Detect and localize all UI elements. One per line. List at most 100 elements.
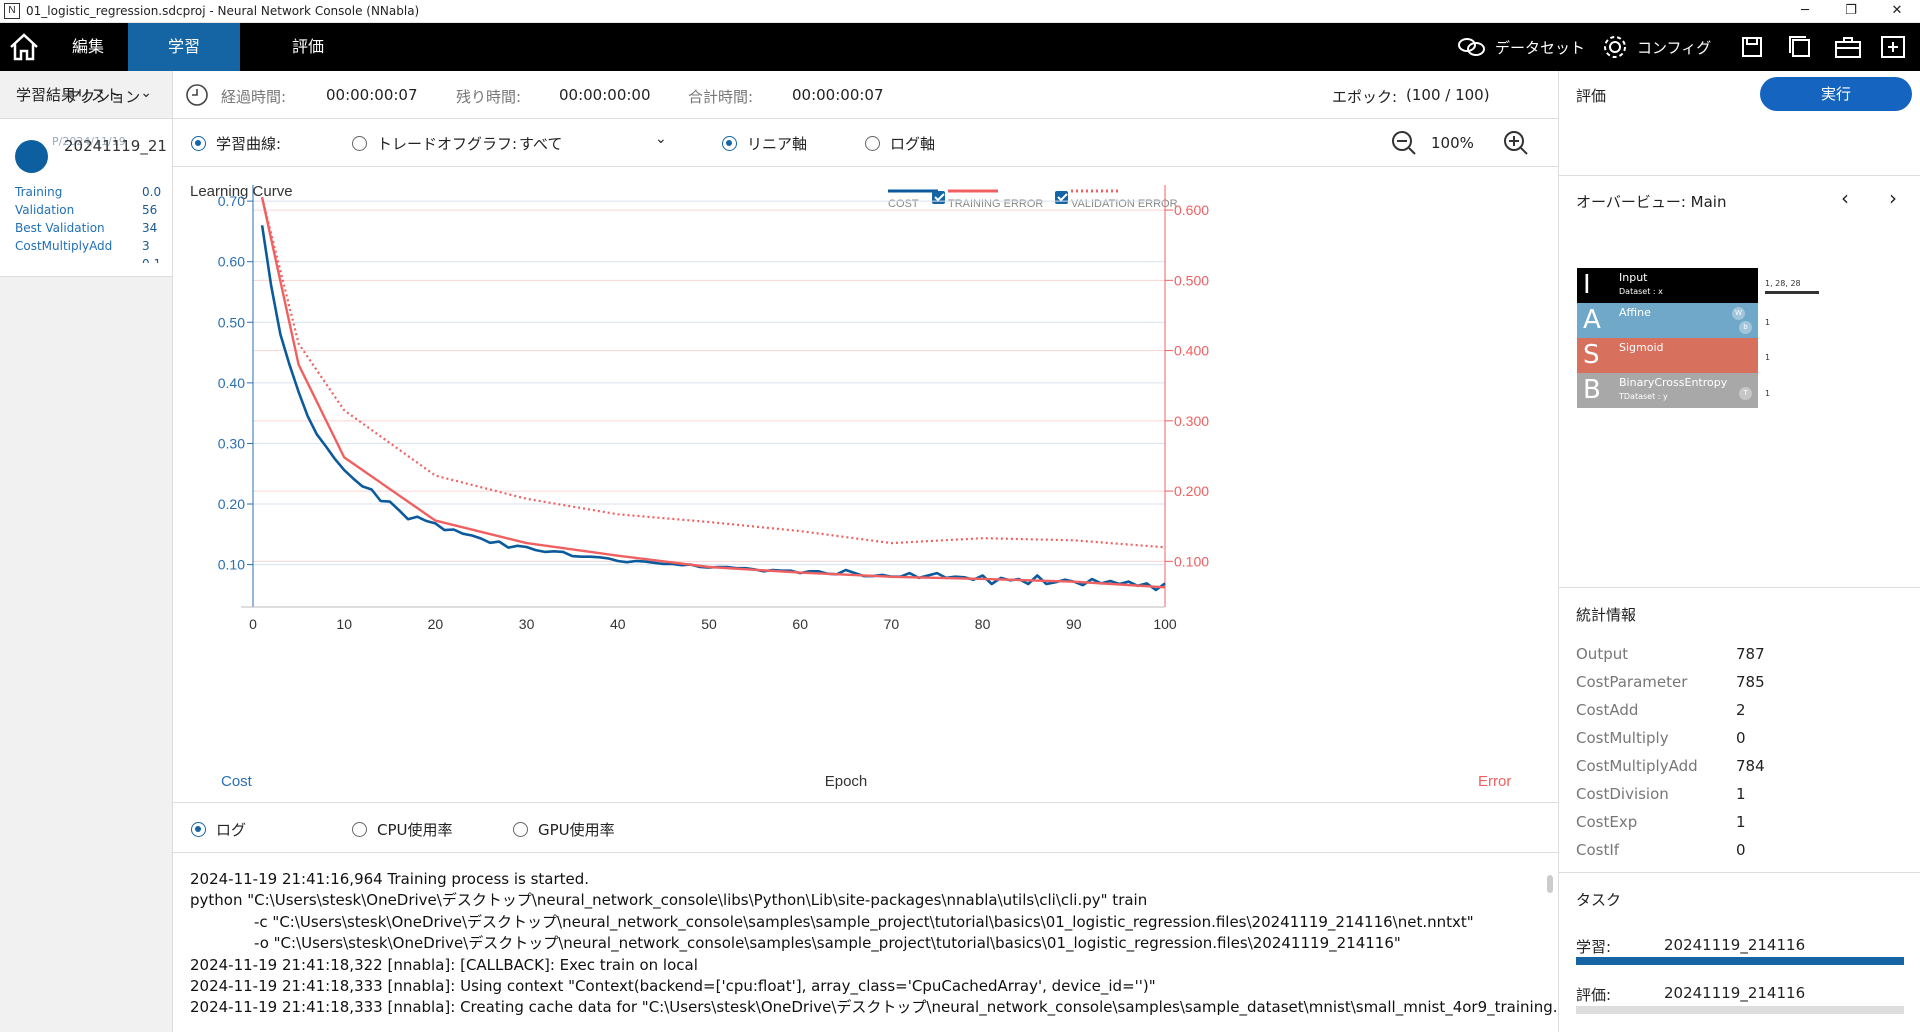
- elapsed-label: 経過時間:: [221, 88, 287, 106]
- tasks-label: タスク: [1576, 891, 1622, 909]
- stat-value: 1: [1736, 813, 1746, 831]
- bias-badge: b: [1739, 321, 1752, 334]
- stats-row: CostMultiplyAdd 784: [1576, 752, 1765, 780]
- run-button[interactable]: 実行: [1760, 77, 1912, 111]
- stat-key: CostParameter: [1576, 673, 1688, 691]
- tick-label-x: 70: [884, 616, 900, 632]
- gpu-radio[interactable]: [513, 822, 528, 837]
- block-title: Input: [1619, 271, 1648, 284]
- stats-table: Output 787 CostParameter 785 CostAdd 2 Cost…: [1576, 640, 1765, 864]
- overview-label: オーバービュー: Main: [1576, 193, 1727, 211]
- block-letter: I: [1583, 270, 1591, 300]
- stat-key: CostMultiply: [1576, 729, 1669, 747]
- tab-training[interactable]: 学習: [128, 23, 240, 71]
- result-stat-overflow: 0.1: [15, 255, 160, 263]
- stat-value: 1: [1736, 785, 1746, 803]
- fit-window-icon[interactable]: [1880, 35, 1906, 59]
- tick-label-x: 80: [975, 616, 991, 632]
- log-scrollbar[interactable]: [1547, 875, 1553, 893]
- input-shape-bar: [1765, 291, 1819, 294]
- stat-value: 3: [142, 239, 150, 253]
- chart-gridlines: [253, 200, 1165, 566]
- result-list-header[interactable]: 学習結果リスト アクション ⌄: [0, 71, 172, 119]
- config-menu[interactable]: コンフィグ: [1601, 23, 1711, 71]
- stat-label: CostMultiplyAdd: [15, 239, 113, 253]
- learning-curve-option[interactable]: 学習曲線:: [191, 133, 281, 154]
- close-button[interactable]: ✕: [1891, 3, 1903, 18]
- restore-button[interactable]: ❐: [1845, 3, 1857, 18]
- tick-label-x: 50: [701, 616, 717, 632]
- target-badge: T: [1739, 387, 1752, 400]
- learning-curve-radio[interactable]: [191, 136, 206, 151]
- tradeoff-option[interactable]: トレードオフグラフ:: [352, 133, 517, 154]
- epoch-value: (100 / 100): [1406, 86, 1490, 104]
- log-radio[interactable]: [191, 822, 206, 837]
- save-icon[interactable]: [1740, 35, 1764, 59]
- log-line: -c "C:\Users\stesk\OneDrive\デスクトップ\neura…: [254, 912, 1474, 931]
- log-axis-option[interactable]: ログ軸: [865, 133, 935, 154]
- tab-evaluation[interactable]: 評価: [291, 37, 324, 56]
- stats-row: CostMultiply 0: [1576, 724, 1765, 752]
- log-axis-radio[interactable]: [865, 136, 880, 151]
- chevron-left-icon[interactable]: ‹: [1841, 186, 1849, 210]
- block-sub: Dataset : x: [1619, 287, 1663, 296]
- stats-row: Output 787: [1576, 640, 1765, 668]
- stat-label: Validation: [15, 203, 75, 217]
- cpu-radio[interactable]: [352, 822, 367, 837]
- linear-axis-radio[interactable]: [722, 136, 737, 151]
- stats-row: CostParameter 785: [1576, 668, 1765, 696]
- gear-icon: [1604, 36, 1626, 58]
- x-axis-label: Epoch: [825, 773, 868, 790]
- tick-label-left: 0.50: [218, 314, 245, 330]
- linear-axis-option[interactable]: リニア軸: [722, 133, 807, 154]
- chart-title: Learning Curve: [190, 183, 293, 200]
- toolbox-icon[interactable]: [1834, 35, 1862, 59]
- log-output[interactable]: 2024-11-19 21:41:16,964 Training process…: [173, 853, 1558, 1032]
- tradeoff-select[interactable]: すべて ⌄: [519, 131, 669, 154]
- stat-overflow: 0.1: [142, 255, 160, 263]
- chevron-right-icon[interactable]: ›: [1889, 186, 1897, 210]
- remaining-label: 残り時間:: [456, 88, 522, 106]
- log-option[interactable]: ログ: [191, 819, 246, 840]
- graph-toolbar: 学習曲線: トレードオフグラフ: すべて ⌄ リニア軸 ログ軸 100%: [173, 119, 1558, 167]
- chevron-down-icon[interactable]: ⌄: [140, 85, 152, 101]
- stats-row: CostDivision 1: [1576, 780, 1765, 808]
- network-block-sigmoid[interactable]: S Sigmoid: [1577, 338, 1758, 373]
- log-line: 2024-11-19 21:41:18,333 [nnabla]: Creati…: [190, 998, 1558, 1017]
- stat-value: 787: [1736, 645, 1765, 663]
- block-title: Sigmoid: [1619, 341, 1664, 354]
- log-line: -o "C:\Users\stesk\OneDrive\デスクトップ\neura…: [254, 934, 1401, 953]
- tradeoff-radio[interactable]: [352, 136, 367, 151]
- stat-key: CostMultiplyAdd: [1576, 757, 1698, 775]
- legend-label: VALIDATION ERROR: [1071, 198, 1178, 210]
- window-titlebar: N 01_logistic_regression.sdcproj - Neura…: [0, 0, 1920, 23]
- network-block-binarycrossentropy[interactable]: B BinaryCrossEntropy TDataset : y T: [1577, 373, 1758, 408]
- save-as-icon[interactable]: [1788, 35, 1812, 59]
- block-shape: 1: [1765, 389, 1771, 398]
- network-block-affine[interactable]: A Affine W b: [1577, 303, 1758, 338]
- block-shape: 1, 28, 28: [1765, 279, 1801, 288]
- log-axis-label: ログ軸: [890, 135, 936, 153]
- training-status-bar: 経過時間: 00:00:00:07 残り時間: 00:00:00:00 合計時間…: [173, 71, 1558, 119]
- home-icon[interactable]: [8, 32, 40, 62]
- stat-value: 0.0: [142, 185, 162, 199]
- stats-row: CostIf 0: [1576, 836, 1765, 864]
- overview-panel: オーバービュー: Main ‹ › I Input Dataset : x 1,…: [1559, 175, 1920, 587]
- dataset-icon: [1458, 38, 1485, 56]
- tick-label-right: 0.400: [1174, 343, 1209, 359]
- network-block-input[interactable]: I Input Dataset : x: [1577, 268, 1758, 303]
- zoom-in-icon[interactable]: [1503, 130, 1529, 156]
- tick-label-right: 0.600: [1174, 202, 1209, 218]
- tick-label-x: 90: [1066, 616, 1082, 632]
- learning-curve-label: 学習曲線:: [216, 135, 282, 153]
- minimize-button[interactable]: ─: [1801, 3, 1809, 18]
- dataset-menu[interactable]: データセット: [1457, 23, 1585, 71]
- log-label: ログ: [216, 821, 247, 839]
- tab-edit[interactable]: 編集: [71, 37, 104, 56]
- zoom-out-icon[interactable]: [1391, 130, 1417, 156]
- tick-label-left: 0.70: [218, 193, 245, 209]
- gpu-option[interactable]: GPU使用率: [513, 819, 615, 840]
- tradeoff-label: トレードオフグラフ:: [377, 135, 518, 153]
- cpu-option[interactable]: CPU使用率: [352, 819, 453, 840]
- result-card[interactable]: P/2024/11/19 20241119_21 Training 0.0 Val…: [0, 119, 172, 277]
